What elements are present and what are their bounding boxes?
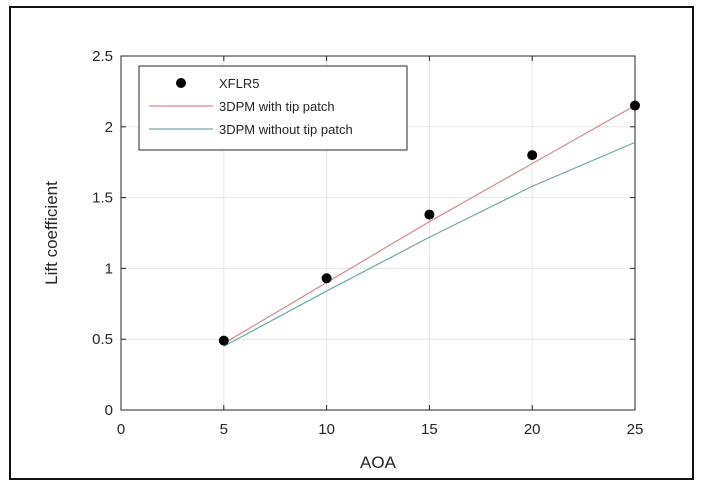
legend: XFLR5 3DPM with tip patch 3DPM without tip… (138, 65, 408, 151)
x-axis-label: AOA (360, 453, 397, 472)
plot-area (120, 55, 636, 411)
legend-label: XFLR5 (219, 76, 259, 91)
data-point (218, 335, 229, 346)
y-tick-label: 1 (105, 260, 113, 277)
series-line-1 (223, 105, 636, 344)
data-point (630, 100, 640, 111)
y-tick-label: 2.5 (92, 48, 113, 65)
y-tick-label: 2 (105, 119, 113, 136)
y-tick-label: 0.5 (92, 331, 113, 348)
x-tick-label: 15 (421, 421, 438, 438)
legend-label: 3DPM without tip patch (219, 122, 353, 137)
x-tick-label: 25 (627, 421, 644, 438)
data-point (424, 209, 435, 220)
x-tick-label: 5 (220, 421, 228, 438)
axis-ticks: 0 5 10 15 20 25 0 0.5 1 1.5 2 2.5 (92, 48, 643, 438)
legend-label: 3DPM with tip patch (219, 99, 335, 114)
x-tick-label: 20 (524, 421, 541, 438)
data-point (527, 150, 538, 161)
x-tick-label: 0 (117, 421, 125, 438)
y-tick-label: 1.5 (92, 190, 113, 207)
y-tick-label: 0 (105, 402, 113, 419)
series-line-2 (223, 141, 636, 347)
lift-coefficient-chart: 0 5 10 15 20 25 0 0.5 1 1.5 2 2.5 AOA Lift coeffici… (42, 48, 643, 472)
legend-marker (176, 78, 186, 88)
series-layer (218, 100, 640, 347)
x-tick-label: 10 (318, 421, 335, 438)
y-axis-label: Lift coefficient (42, 181, 61, 285)
data-point (321, 273, 332, 284)
figure-frame: 0 5 10 15 20 25 0 0.5 1 1.5 2 2.5 AOA Lift coeffici… (9, 6, 694, 480)
